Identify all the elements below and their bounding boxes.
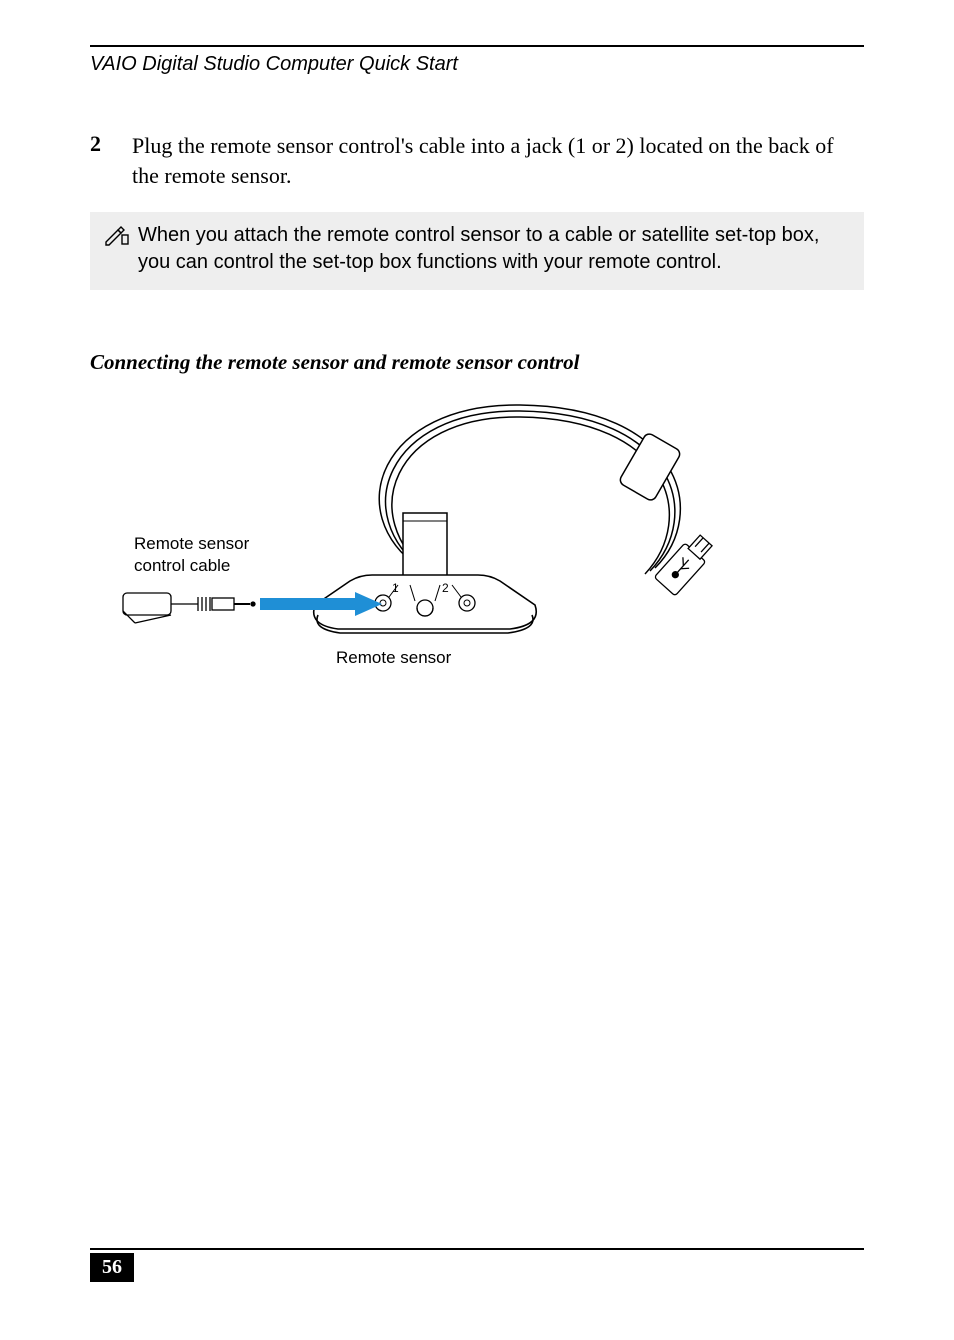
running-header: VAIO Digital Studio Computer Quick Start bbox=[90, 53, 864, 76]
bottom-rule-wrap bbox=[90, 1248, 864, 1250]
bottom-rule bbox=[90, 1248, 864, 1250]
top-rule bbox=[90, 45, 864, 47]
pencil-note-icon bbox=[104, 224, 132, 251]
note-box: When you attach the remote control senso… bbox=[90, 212, 864, 290]
jack-1-label: 1 bbox=[392, 581, 399, 595]
jack-2-label: 2 bbox=[442, 581, 449, 595]
figure-area: 1 2 Remote sensor control cable Remote s… bbox=[90, 393, 864, 683]
page: VAIO Digital Studio Computer Quick Start… bbox=[0, 0, 954, 1340]
step-number: 2 bbox=[90, 131, 132, 157]
step-2: 2 Plug the remote sensor control's cable… bbox=[90, 131, 864, 190]
page-number: 56 bbox=[90, 1253, 134, 1282]
label-remote-sensor: Remote sensor bbox=[336, 648, 451, 668]
step-text: Plug the remote sensor control's cable i… bbox=[132, 131, 864, 190]
label-sensor-control-cable: Remote sensor control cable bbox=[134, 533, 249, 576]
note-text: When you attach the remote control senso… bbox=[138, 222, 850, 276]
figure-caption: Connecting the remote sensor and remote … bbox=[90, 350, 864, 375]
